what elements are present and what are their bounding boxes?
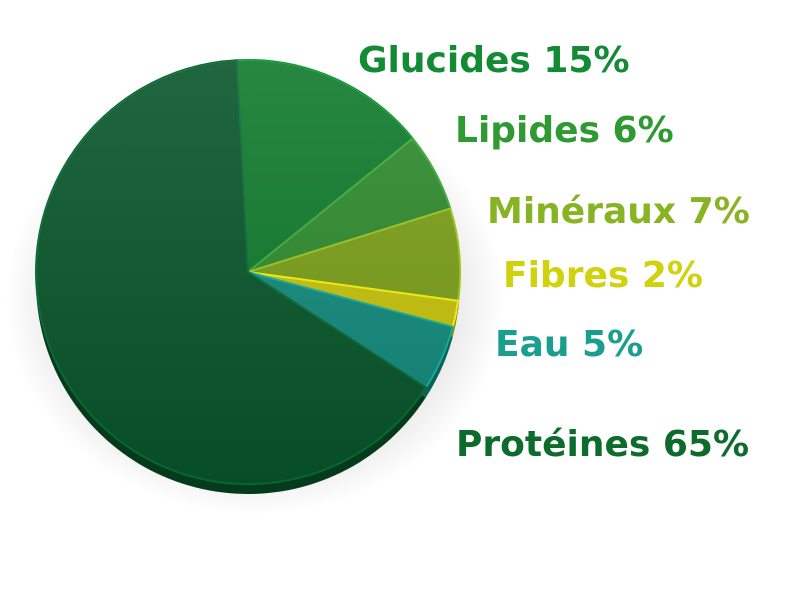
slice-label-lipides: Lipides 6% — [455, 110, 674, 151]
slice-labels: Glucides 15% Lipides 6% Minéraux 7% Fibr… — [358, 40, 751, 466]
slice-label-proteines: Protéines 65% — [456, 424, 749, 465]
pie-slices — [35, 59, 461, 485]
slice-label-eau: Eau 5% — [495, 324, 643, 365]
slice-label-glucides: Glucides 15% — [358, 40, 630, 81]
slice-label-mineraux: Minéraux 7% — [487, 191, 750, 232]
slice-label-fibres: Fibres 2% — [503, 255, 703, 296]
